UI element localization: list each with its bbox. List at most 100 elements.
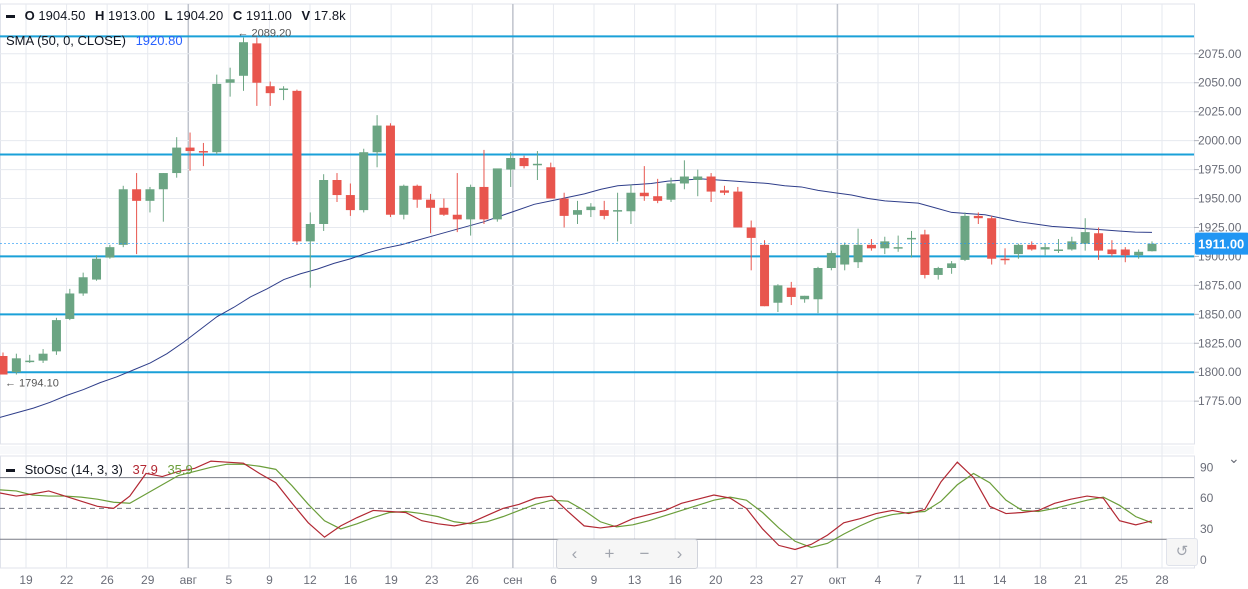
- horizontal-levels[interactable]: [0, 35, 1194, 374]
- candle-body: [960, 215, 970, 260]
- candle-body: [893, 247, 903, 249]
- sma-value: 1920.80: [135, 33, 183, 48]
- y-tick-label: 1950.00: [1198, 192, 1242, 206]
- candle-body: [92, 258, 102, 280]
- y-tick-label: 1825.00: [1198, 336, 1242, 350]
- candle-body: [1053, 249, 1063, 251]
- candle-body: [1107, 249, 1117, 255]
- x-tick-label: 6: [550, 573, 557, 587]
- volume-label: V: [301, 8, 311, 23]
- candle-body: [840, 244, 850, 265]
- candle-body: [172, 147, 182, 174]
- pane-divider[interactable]: [0, 446, 1194, 454]
- candle-body: [866, 244, 876, 249]
- x-tick-label: 19: [19, 573, 33, 587]
- x-tick-label: 29: [141, 573, 155, 587]
- scroll-right-button[interactable]: ›: [676, 544, 683, 563]
- candle-body: [198, 151, 208, 153]
- candle-body: [105, 247, 115, 258]
- candle-body: [719, 190, 729, 193]
- candle-body: [1013, 244, 1023, 255]
- x-tick-label: 23: [750, 573, 764, 587]
- low-label: L: [164, 8, 173, 23]
- sma-legend[interactable]: SMA (50, 0, CLOSE) 1920.80: [6, 33, 189, 48]
- candle-body: [933, 268, 943, 275]
- x-tick-label: 12: [303, 573, 317, 587]
- candle-body: [345, 195, 355, 211]
- collapse-oscillator-icon[interactable]: [6, 469, 15, 473]
- candle-body: [65, 293, 75, 319]
- oscillator-legend[interactable]: StoOsc (14, 3, 3) 37.9 35.9: [6, 462, 199, 477]
- candle-body: [78, 277, 88, 294]
- candle-body: [1094, 233, 1104, 251]
- x-tick-label: 16: [668, 573, 682, 587]
- candle-body: [813, 268, 823, 300]
- candle-body: [11, 358, 21, 373]
- volume-value: 17.8k: [313, 8, 346, 23]
- oscillator-label: StoOsc (14, 3, 3): [24, 462, 123, 477]
- y-tick-label: 1925.00: [1198, 220, 1242, 234]
- x-tick-label: 16: [344, 573, 358, 587]
- grid: [0, 3, 1195, 569]
- stoch-k-line: [0, 460, 1153, 551]
- candle-body: [639, 192, 649, 197]
- y-tick-label: 1875.00: [1198, 278, 1242, 292]
- candle-body: [1027, 244, 1037, 250]
- candle-body: [38, 353, 48, 361]
- candle-body: [1147, 243, 1157, 252]
- candle-body: [987, 218, 997, 259]
- x-tick-label: окт: [829, 573, 847, 587]
- reset-chart-button[interactable]: ↺: [1166, 538, 1198, 566]
- candle-body: [1080, 232, 1090, 244]
- candle-body: [746, 227, 756, 238]
- candle-body: [733, 191, 743, 228]
- candle-body: [466, 186, 476, 220]
- oscillator-k-value: 37.9: [132, 462, 158, 477]
- close-value: 1911.00: [245, 8, 292, 23]
- price-pane-frame: [0, 3, 1195, 445]
- high-value: 1913.00: [108, 8, 156, 23]
- zoom-out-button[interactable]: −: [639, 544, 650, 563]
- x-tick-label: 14: [993, 573, 1007, 587]
- candle-body: [853, 244, 863, 263]
- zoom-in-button[interactable]: +: [604, 544, 615, 563]
- scroll-left-button[interactable]: ‹: [571, 544, 578, 563]
- candle-body: [132, 189, 142, 201]
- high-label: H: [95, 8, 105, 23]
- stochastic-oscillator: [0, 460, 1194, 551]
- candle-body: [439, 207, 449, 215]
- x-tick-label: авг: [180, 573, 198, 587]
- candle-body: [880, 241, 890, 249]
- candle-body: [212, 83, 222, 153]
- x-tick-label: 7: [915, 573, 922, 587]
- candle-body: [773, 285, 783, 303]
- annotations: 1911.00 ← 2089.20 ← 1794.10: [0, 28, 1248, 390]
- x-tick-label: 28: [1155, 573, 1169, 587]
- x-tick-label: 23: [425, 573, 439, 587]
- candle-body: [573, 210, 582, 215]
- candle-body: [679, 176, 689, 184]
- candle-body: [319, 180, 329, 224]
- candle-body: [399, 185, 409, 215]
- candle-body: [145, 189, 155, 201]
- candle-body: [51, 320, 61, 352]
- last-price-label: 1911.00: [1198, 237, 1244, 252]
- y-tick-label: 2050.00: [1198, 76, 1242, 90]
- candle-body: [0, 356, 8, 375]
- sma-label: SMA (50, 0, CLOSE): [6, 33, 126, 48]
- x-tick-label: 25: [1115, 573, 1129, 587]
- collapse-icon[interactable]: [6, 15, 15, 19]
- x-tick-label: 9: [266, 573, 273, 587]
- oscillator-tick-label: 30: [1200, 522, 1214, 536]
- y-tick-label: 1975.00: [1198, 163, 1242, 177]
- sma-line: [0, 178, 1153, 418]
- candle-body: [238, 42, 248, 76]
- open-value: 1904.50: [38, 8, 86, 23]
- candle-body: [252, 43, 262, 83]
- candle-body: [426, 199, 436, 208]
- candle-body: [599, 210, 609, 216]
- chevron-down-icon[interactable]: ⌄: [1228, 450, 1240, 466]
- x-tick-label: 26: [466, 573, 480, 587]
- candle-body: [907, 237, 917, 240]
